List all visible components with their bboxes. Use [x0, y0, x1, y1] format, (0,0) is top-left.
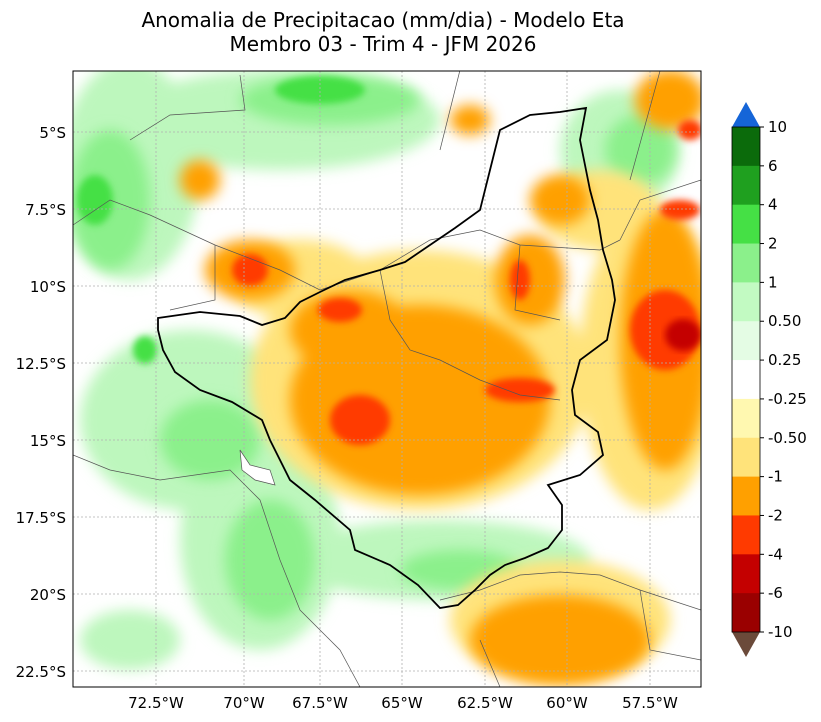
lon-tick-label: 70°W — [223, 694, 265, 712]
colorbar-band — [732, 321, 760, 361]
colorbar-band — [732, 204, 760, 245]
colorbar-label: -2 — [768, 506, 783, 524]
colorbar-label: -6 — [768, 584, 783, 602]
colorbar-label: 1 — [768, 273, 778, 291]
colorbar-bands — [732, 127, 760, 633]
lat-axis: 5°S 7.5°S 10°S 12.5°S 15°S 17.5°S 20°S 2… — [16, 124, 66, 681]
colorbar: 10 6 4 2 1 0.50 0.25 -0.25 -0.50 -1 -2 -4 -6 -10 — [731, 102, 807, 657]
colorbar-band — [732, 243, 760, 283]
map-title-line1: Anomalia de Precipitacao (mm/dia) - Mode… — [141, 8, 625, 32]
colorbar-band — [732, 127, 760, 167]
lat-tick-label: 17.5°S — [16, 509, 66, 527]
lat-tick-label: 5°S — [39, 124, 66, 142]
colorbar-band — [732, 554, 760, 594]
lon-tick-label: 57.5°W — [622, 694, 678, 712]
colorbar-band — [732, 593, 760, 633]
colorbar-band — [732, 360, 760, 400]
map-title-line2: Membro 03 - Trim 4 - JFM 2026 — [229, 32, 537, 56]
lon-axis: 72.5°W 70°W 67.5°W 65°W 62.5°W 60°W 57.5… — [128, 694, 678, 712]
colorbar-band — [732, 165, 760, 206]
lat-tick-label: 7.5°S — [25, 201, 66, 219]
lat-tick-label: 20°S — [30, 586, 66, 604]
colorbar-label: 2 — [768, 235, 778, 253]
colorbar-under-arrow — [732, 632, 760, 657]
colorbar-label: -10 — [768, 623, 793, 641]
colorbar-label: -4 — [768, 545, 783, 563]
lat-tick-label: 15°S — [30, 432, 66, 450]
colorbar-band — [732, 282, 760, 322]
lat-tick-label: 12.5°S — [16, 355, 66, 373]
colorbar-label: 0.50 — [768, 312, 801, 330]
lon-tick-label: 62.5°W — [457, 694, 513, 712]
map-frame — [72, 70, 702, 688]
colorbar-label: 6 — [768, 157, 778, 175]
lon-tick-label: 67.5°W — [292, 694, 348, 712]
colorbar-band — [732, 398, 760, 439]
colorbar-labels: 10 6 4 2 1 0.50 0.25 -0.25 -0.50 -1 -2 -4 -6 -10 — [760, 118, 807, 641]
colorbar-band — [732, 515, 760, 555]
country-borders — [73, 71, 701, 687]
colorbar-label: -0.50 — [768, 429, 807, 447]
colorbar-label: 4 — [768, 196, 778, 214]
lake-titicaca — [239, 449, 276, 486]
colorbar-label: -0.25 — [768, 390, 807, 408]
colorbar-label: 10 — [768, 118, 787, 136]
colorbar-label: -1 — [768, 468, 783, 486]
lat-tick-label: 10°S — [30, 278, 66, 296]
colorbar-label: 0.25 — [768, 351, 801, 369]
colorbar-band — [732, 476, 760, 516]
precipitation-anomaly-field — [73, 71, 701, 687]
colorbar-over-arrow — [732, 102, 760, 127]
lon-tick-label: 72.5°W — [128, 694, 184, 712]
graticule — [73, 71, 701, 687]
colorbar-band — [732, 437, 760, 478]
lon-tick-label: 60°W — [546, 694, 588, 712]
lat-tick-label: 22.5°S — [16, 663, 66, 681]
basin-outline — [157, 106, 616, 609]
lon-tick-label: 65°W — [381, 694, 423, 712]
